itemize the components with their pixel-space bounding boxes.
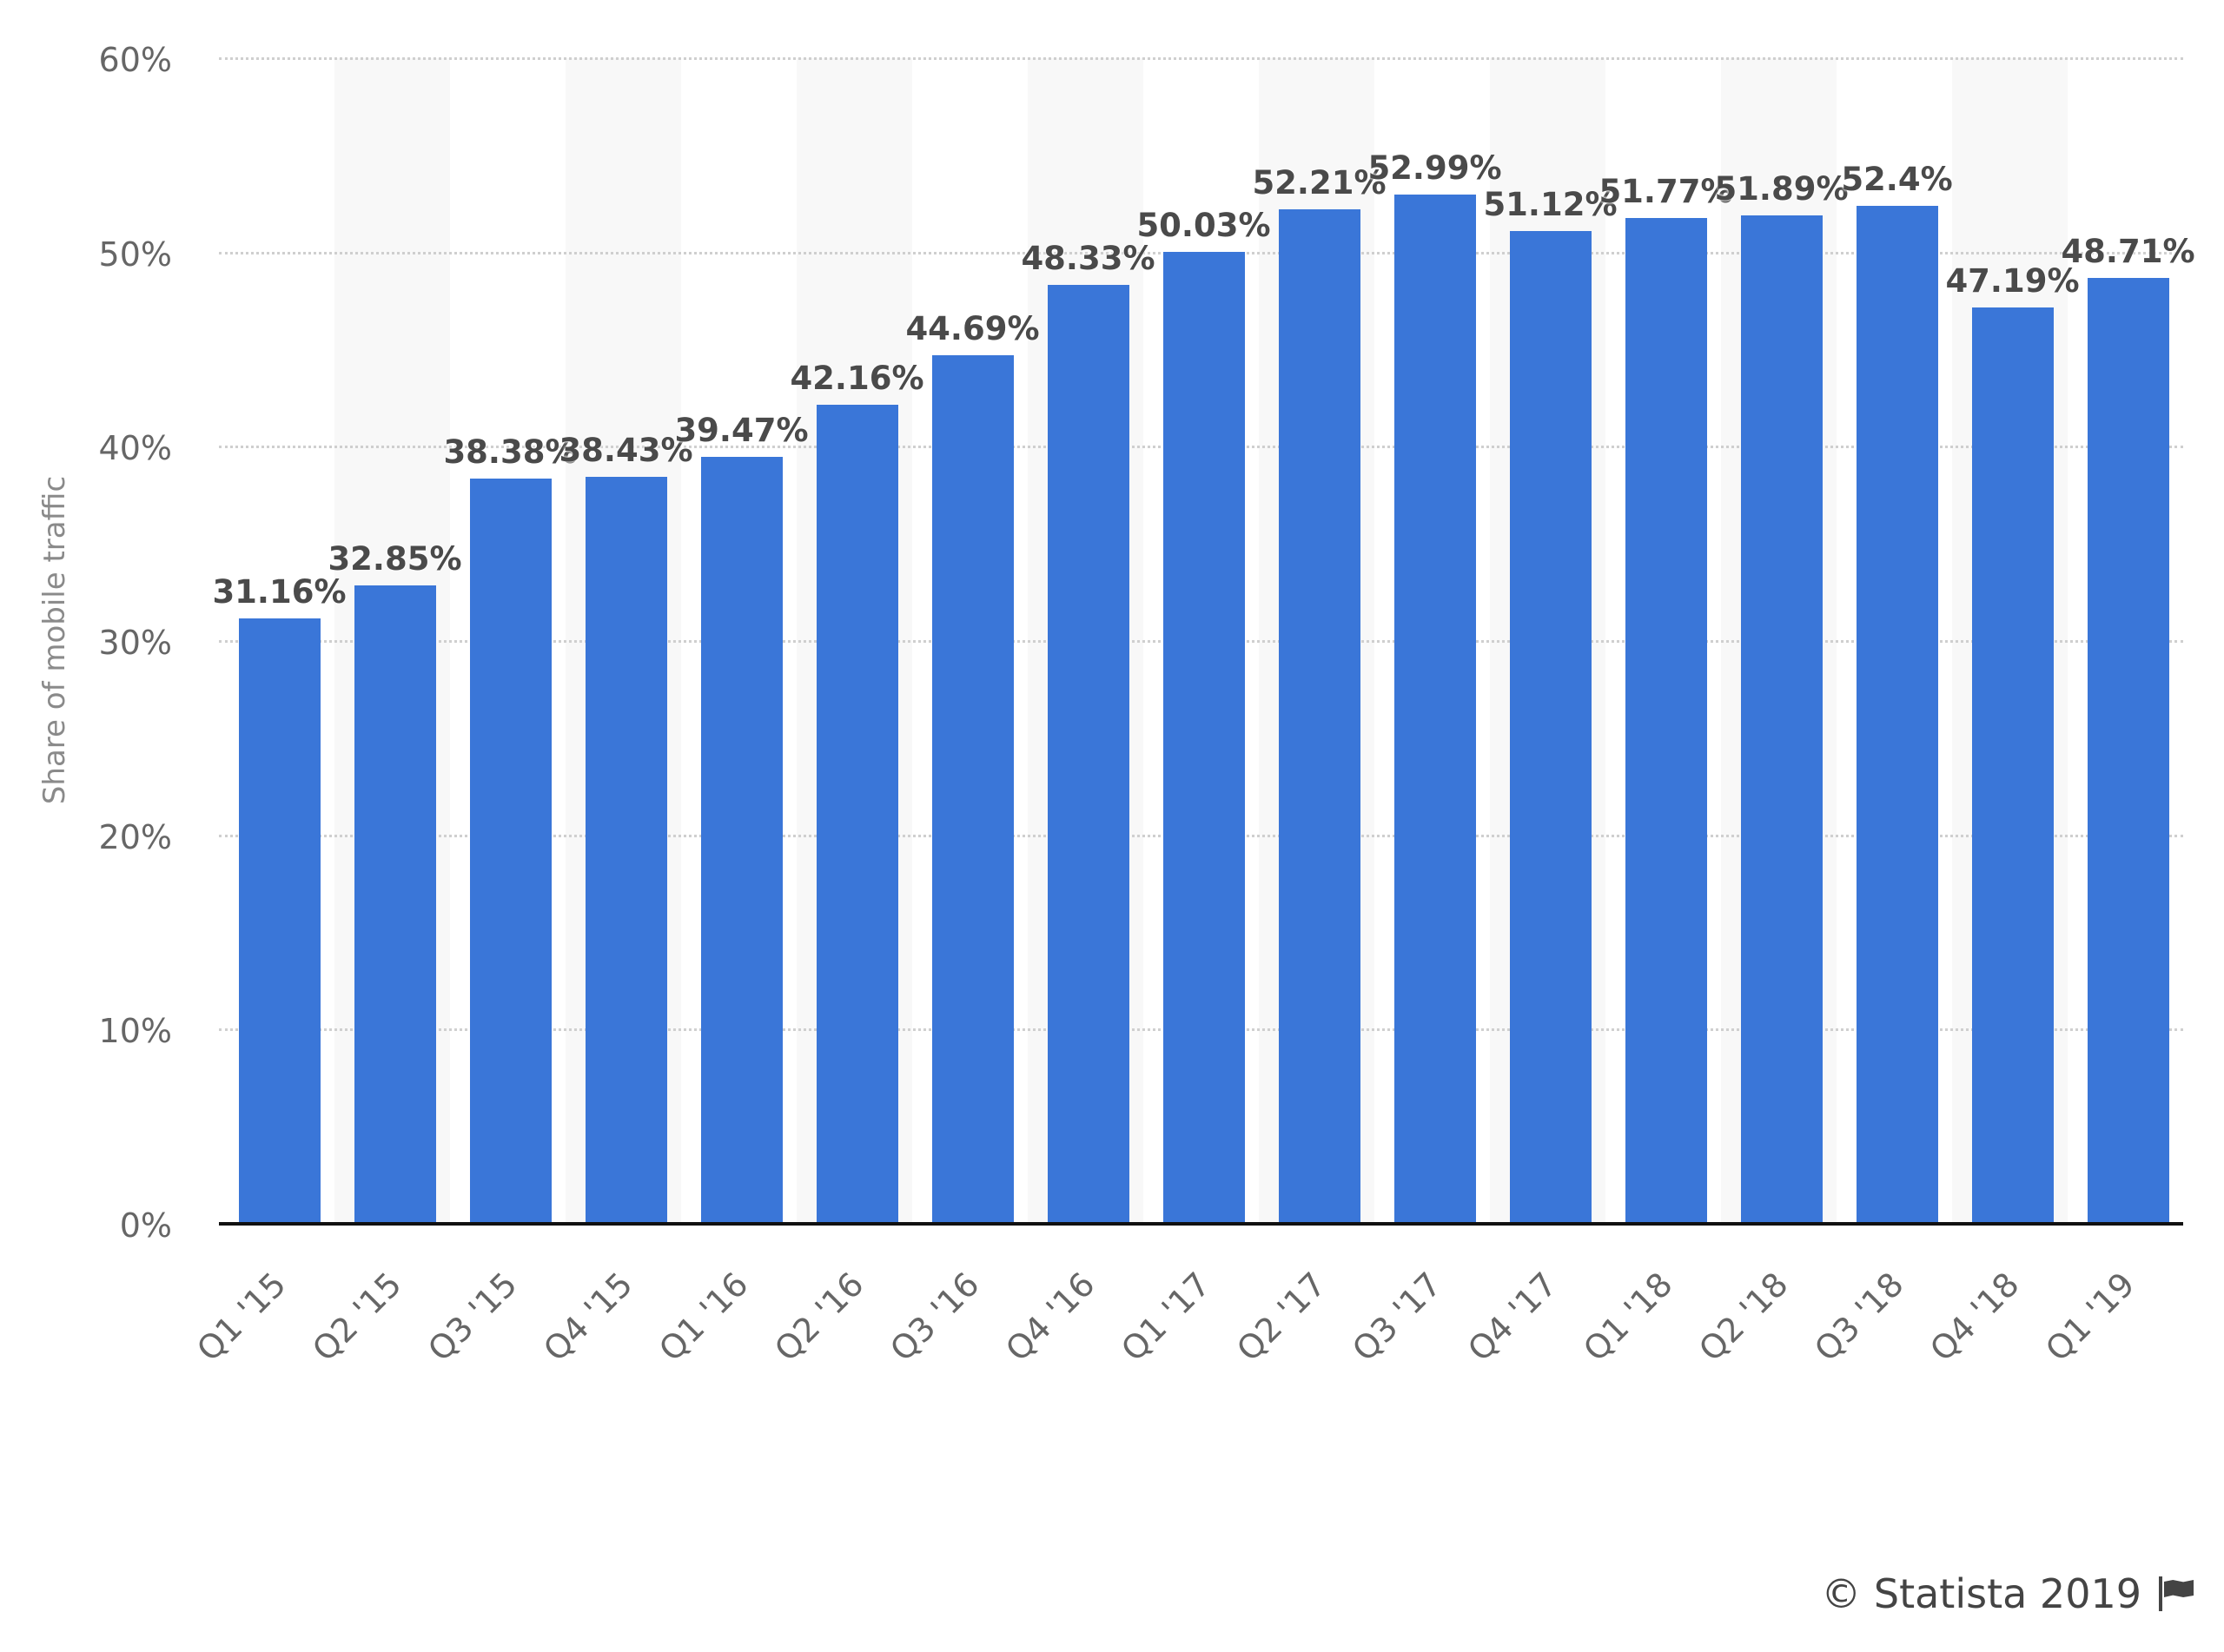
data-label: 50.03% <box>1136 206 1271 244</box>
bar[interactable] <box>816 405 898 1224</box>
bar[interactable] <box>1278 209 1360 1224</box>
bar[interactable] <box>1625 218 1707 1224</box>
data-label: 52.21% <box>1252 164 1387 202</box>
bar[interactable] <box>1971 307 2054 1224</box>
y-tick-label: 50% <box>98 235 172 274</box>
gridline <box>219 57 2183 60</box>
y-tick-label: 30% <box>98 624 172 662</box>
flag-icon[interactable] <box>2159 1576 2194 1611</box>
data-label: 47.19% <box>1945 261 2080 300</box>
y-tick-label: 0% <box>119 1206 172 1245</box>
footer: © Statista 2019 <box>1821 1570 2194 1617</box>
bar[interactable] <box>585 477 667 1224</box>
data-label: 38.43% <box>559 432 693 470</box>
bar[interactable] <box>1047 285 1129 1224</box>
bar[interactable] <box>2087 277 2169 1224</box>
bar[interactable] <box>1740 215 1823 1224</box>
y-axis-title: Share of mobile traffic <box>37 475 72 805</box>
data-label: 51.12% <box>1483 185 1618 223</box>
bar[interactable] <box>354 585 436 1224</box>
data-label: 31.16% <box>212 573 347 611</box>
y-tick-label: 40% <box>98 429 172 468</box>
data-label: 51.89% <box>1714 170 1849 208</box>
x-axis-line <box>219 1222 2183 1226</box>
data-label: 42.16% <box>790 360 924 398</box>
data-label: 39.47% <box>674 412 809 450</box>
y-tick-label: 10% <box>98 1012 172 1051</box>
bar[interactable] <box>1856 205 1938 1224</box>
bar[interactable] <box>238 618 321 1224</box>
data-label: 48.71% <box>2061 232 2195 270</box>
data-label: 52.4% <box>1841 160 1953 198</box>
data-label: 38.38% <box>443 433 578 471</box>
bar[interactable] <box>1393 194 1476 1224</box>
data-label: 52.99% <box>1367 149 1502 187</box>
data-label: 32.85% <box>328 540 462 578</box>
bar[interactable] <box>469 478 552 1224</box>
bar[interactable] <box>700 457 783 1224</box>
y-tick-label: 20% <box>98 817 172 856</box>
bar[interactable] <box>1162 251 1245 1224</box>
y-tick-label: 60% <box>98 41 172 79</box>
bar[interactable] <box>1509 230 1592 1224</box>
bar[interactable] <box>931 355 1014 1224</box>
data-label: 44.69% <box>905 310 1040 348</box>
data-label: 48.33% <box>1021 240 1155 278</box>
copyright-text[interactable]: © Statista 2019 <box>1821 1570 2141 1617</box>
data-label: 51.77% <box>1598 173 1733 211</box>
